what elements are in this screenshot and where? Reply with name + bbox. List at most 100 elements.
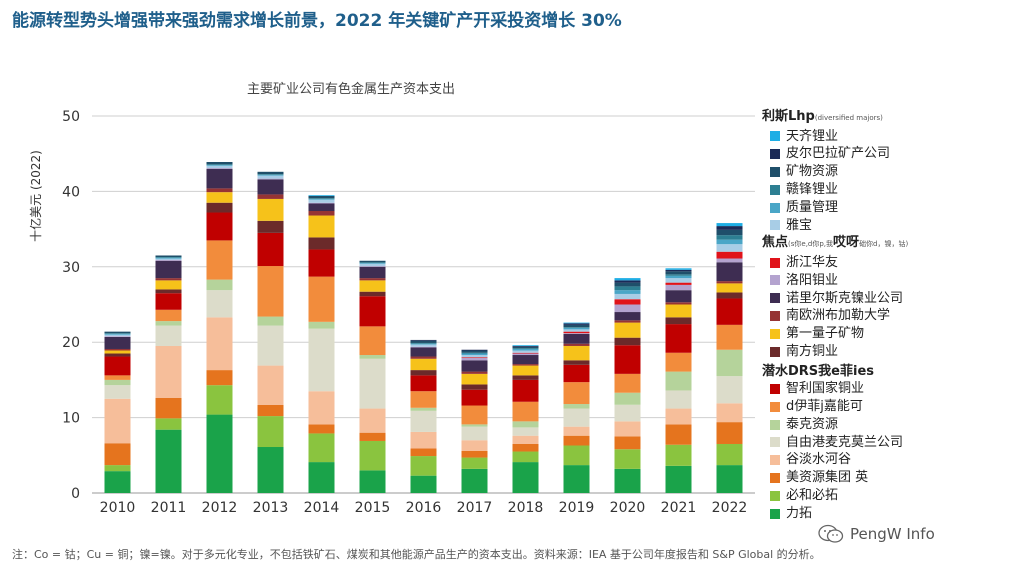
bar-segment	[614, 322, 641, 338]
y-tick-label: 50	[62, 109, 80, 125]
legend-label: 皮尔巴拉矿产公司	[786, 146, 891, 162]
bar-segment	[461, 371, 488, 374]
legend-label: 自由港麦克莫兰公司	[786, 434, 904, 450]
legend-item: 浙江华友	[762, 254, 1012, 272]
legend-label: 力拓	[786, 505, 813, 521]
bar-segment	[257, 316, 284, 326]
bar-segment	[104, 465, 131, 472]
bar-segment	[104, 398, 131, 444]
legend-item: 诺里尔斯克镍业公司	[762, 289, 1012, 307]
bar-segment	[614, 293, 641, 300]
legend-group-lithium-cobalt-tail: 础你d，镍，钴)	[859, 240, 909, 249]
legend-item: 皮尔巴拉矿产公司	[762, 145, 1012, 163]
bar-segment	[155, 257, 182, 259]
bar-segment	[410, 347, 437, 357]
x-tick-label: 2021	[661, 500, 697, 516]
bar-segment	[716, 226, 743, 230]
bar-segment	[614, 345, 641, 374]
bar-segment	[461, 373, 488, 385]
bar-segment	[614, 320, 641, 323]
legend-swatch	[770, 166, 780, 177]
bar-segment	[206, 370, 233, 386]
x-tick-label: 2015	[355, 500, 391, 516]
bar-segment	[614, 404, 641, 422]
bar-segment	[155, 325, 182, 346]
bar-segment	[155, 258, 182, 261]
x-tick-label: 2013	[253, 500, 289, 516]
bar-segment	[410, 431, 437, 449]
bar-segment	[104, 353, 131, 357]
bar-segment	[206, 161, 233, 165]
bar-segment	[410, 391, 437, 408]
legend-item: 第一量子矿物	[762, 325, 1012, 343]
bar-segment	[206, 290, 233, 318]
watermark-text: PengW Info	[850, 525, 935, 543]
bar-stacks	[104, 161, 743, 493]
bar-segment	[206, 165, 233, 166]
legend-group-lithium-cobalt-title: 焦点(s你e,d你p,我哎呀础你d，镍，钴)	[762, 234, 1012, 254]
bar-segment	[512, 427, 539, 436]
x-tick-label: 2020	[610, 500, 646, 516]
legend-item: 雅宝	[762, 216, 1012, 234]
legend-item: 力拓	[762, 505, 1012, 523]
bar-segment	[716, 349, 743, 377]
legend-label: 谷淡水河谷	[786, 452, 852, 468]
bar-segment	[155, 260, 182, 279]
bar-segment	[359, 470, 386, 493]
bar-segment	[359, 266, 386, 279]
bar-segment	[257, 198, 284, 221]
x-tick-labels: 2010 2011 2012 2013 2014 2015 2016 2017 2018 2019…	[100, 500, 748, 516]
bar-segment	[665, 390, 692, 409]
bar-segment	[461, 355, 488, 358]
bar-segment	[155, 289, 182, 294]
bar-segment	[461, 384, 488, 390]
bar-segment	[104, 336, 131, 337]
bar-segment	[155, 260, 182, 261]
bar-segment	[512, 375, 539, 380]
bar-segment	[410, 375, 437, 392]
bar-segment	[563, 408, 590, 427]
bar-segment	[359, 260, 386, 263]
bar-segment	[104, 334, 131, 337]
bar-segment	[410, 358, 437, 371]
bar-segment	[308, 462, 335, 493]
bar-segment	[257, 416, 284, 448]
legend-swatch	[770, 472, 780, 483]
legend-label: 必和必拓	[786, 487, 839, 503]
legend-swatch	[770, 401, 780, 412]
bar-segment	[563, 324, 590, 328]
legend-swatch	[770, 131, 780, 142]
bar-segment	[665, 424, 692, 445]
bar-segment	[257, 266, 284, 317]
bar-segment	[716, 283, 743, 293]
bar-segment	[512, 379, 539, 402]
bar-segment	[665, 465, 692, 493]
bar-segment	[308, 211, 335, 216]
bar-segment	[512, 365, 539, 376]
legend-swatch	[770, 437, 780, 448]
bar-segment	[359, 296, 386, 327]
bar-segment	[665, 444, 692, 466]
bar-segment	[104, 379, 131, 386]
bar-segment	[563, 327, 590, 330]
bar-segment	[359, 262, 386, 264]
chart-title: 主要矿业公司有色金属生产资本支出	[247, 81, 455, 97]
bar-segment	[155, 280, 182, 290]
bar-segment	[155, 256, 182, 258]
bar-segment	[359, 408, 386, 433]
legend-label: 智利国家铜业	[786, 381, 865, 397]
bar-segment	[308, 199, 335, 203]
bar-segment	[461, 450, 488, 458]
bar-segment	[716, 229, 743, 236]
bar-segment	[461, 389, 488, 406]
legend-group-lithium-cobalt: 浙江华友 洛阳钼业 诺里尔斯克镍业公司 南欧洲布加勒大学 第一量子矿物 南方铜业	[762, 254, 1012, 361]
bar-segment	[257, 325, 284, 366]
legend-item: 谷淡水河谷	[762, 451, 1012, 469]
legend-label: 泰克资源	[786, 416, 839, 432]
bar-segment	[308, 424, 335, 434]
bar-segment	[512, 443, 539, 452]
bar-segment	[614, 304, 641, 313]
legend-group-diversified-label: 利斯Lhp	[762, 109, 815, 124]
bar-segment	[461, 357, 488, 359]
legend-item: 南欧洲布加勒大学	[762, 307, 1012, 325]
